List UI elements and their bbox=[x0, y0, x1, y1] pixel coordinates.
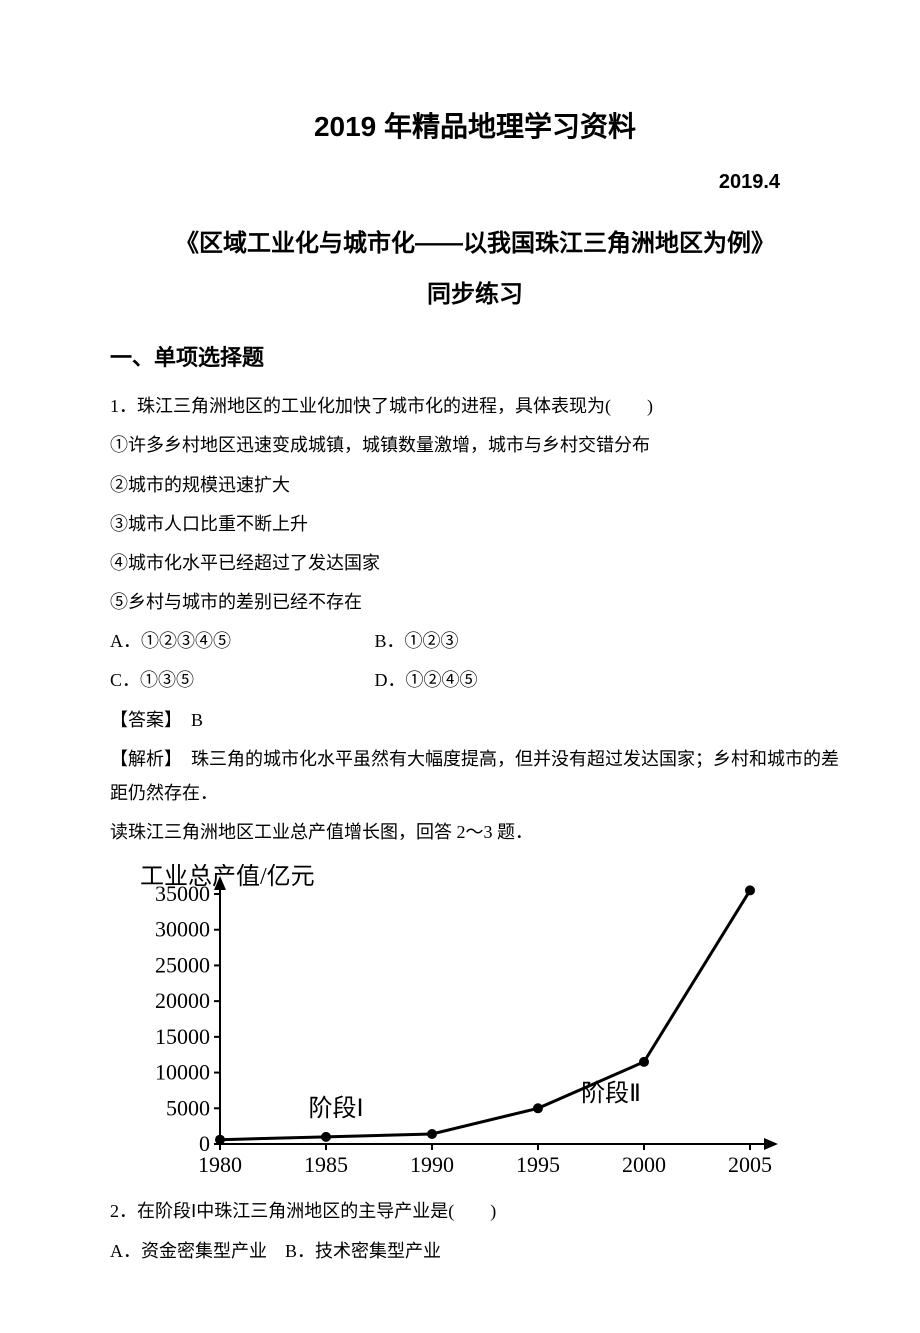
doc-title: 《区域工业化与城市化——以我国珠江三角洲地区为例》 bbox=[110, 221, 840, 267]
q1-stem: 1．珠江三角洲地区的工业化加快了城市化的进程，具体表现为( ) bbox=[110, 389, 840, 423]
q1-option-c: C．①③⑤ bbox=[110, 663, 370, 697]
svg-text:1980: 1980 bbox=[198, 1152, 242, 1177]
q1-statement-5: ⑤乡村与城市的差别已经不存在 bbox=[110, 585, 840, 619]
svg-text:30000: 30000 bbox=[155, 917, 210, 942]
svg-text:25000: 25000 bbox=[155, 953, 210, 978]
svg-text:1990: 1990 bbox=[410, 1152, 454, 1177]
chart-intro: 读珠江三角洲地区工业总产值增长图，回答 2～3 题． bbox=[110, 815, 840, 849]
svg-text:阶段Ⅰ: 阶段Ⅰ bbox=[308, 1095, 363, 1122]
svg-text:15000: 15000 bbox=[155, 1024, 210, 1049]
industrial-output-chart: 0500010000150002000025000300003500019801… bbox=[110, 864, 790, 1184]
svg-text:阶段Ⅱ: 阶段Ⅱ bbox=[581, 1081, 641, 1108]
chart-container: 0500010000150002000025000300003500019801… bbox=[110, 864, 840, 1184]
q1-option-b: B．①②③ bbox=[375, 624, 459, 658]
q1-statement-2: ②城市的规模迅速扩大 bbox=[110, 468, 840, 502]
svg-text:10000: 10000 bbox=[155, 1060, 210, 1085]
q2-stem: 2．在阶段Ⅰ中珠江三角洲地区的主导产业是( ) bbox=[110, 1194, 840, 1228]
q2-option-b: B．技术密集型产业 bbox=[285, 1241, 441, 1261]
svg-text:2005: 2005 bbox=[728, 1152, 772, 1177]
q1-explanation: 【解析】 珠三角的城市化水平虽然有大幅度提高，但并没有超过发达国家；乡村和城市的… bbox=[110, 742, 840, 810]
svg-text:1985: 1985 bbox=[304, 1152, 348, 1177]
main-title: 2019 年精品地理学习资料 bbox=[110, 100, 840, 153]
q1-options-row-1: A．①②③④⑤ B．①②③ bbox=[110, 624, 840, 658]
q1-option-a: A．①②③④⑤ bbox=[110, 624, 370, 658]
section-heading: 一、单项选择题 bbox=[110, 337, 840, 379]
q1-statement-1: ①许多乡村地区迅速变成城镇，城镇数量激增，城市与乡村交错分布 bbox=[110, 428, 840, 462]
svg-text:2000: 2000 bbox=[622, 1152, 666, 1177]
document-date: 2019.4 bbox=[110, 163, 840, 201]
document-page: 2019 年精品地理学习资料 2019.4 《区域工业化与城市化——以我国珠江三… bbox=[0, 0, 920, 1333]
svg-text:工业总产值/亿元: 工业总产值/亿元 bbox=[140, 864, 315, 890]
svg-text:20000: 20000 bbox=[155, 989, 210, 1014]
svg-text:5000: 5000 bbox=[166, 1096, 210, 1121]
q1-statement-3: ③城市人口比重不断上升 bbox=[110, 507, 840, 541]
doc-subtitle: 同步练习 bbox=[110, 272, 840, 318]
q1-answer: 【答案】 B bbox=[110, 703, 840, 737]
q2-options-row: A．资金密集型产业 B．技术密集型产业 bbox=[110, 1234, 840, 1268]
q1-statement-4: ④城市化水平已经超过了发达国家 bbox=[110, 546, 840, 580]
q1-options-row-2: C．①③⑤ D．①②④⑤ bbox=[110, 663, 840, 697]
svg-text:1995: 1995 bbox=[516, 1152, 560, 1177]
q2-option-a: A．资金密集型产业 bbox=[110, 1241, 267, 1261]
q1-option-d: D．①②④⑤ bbox=[375, 663, 478, 697]
